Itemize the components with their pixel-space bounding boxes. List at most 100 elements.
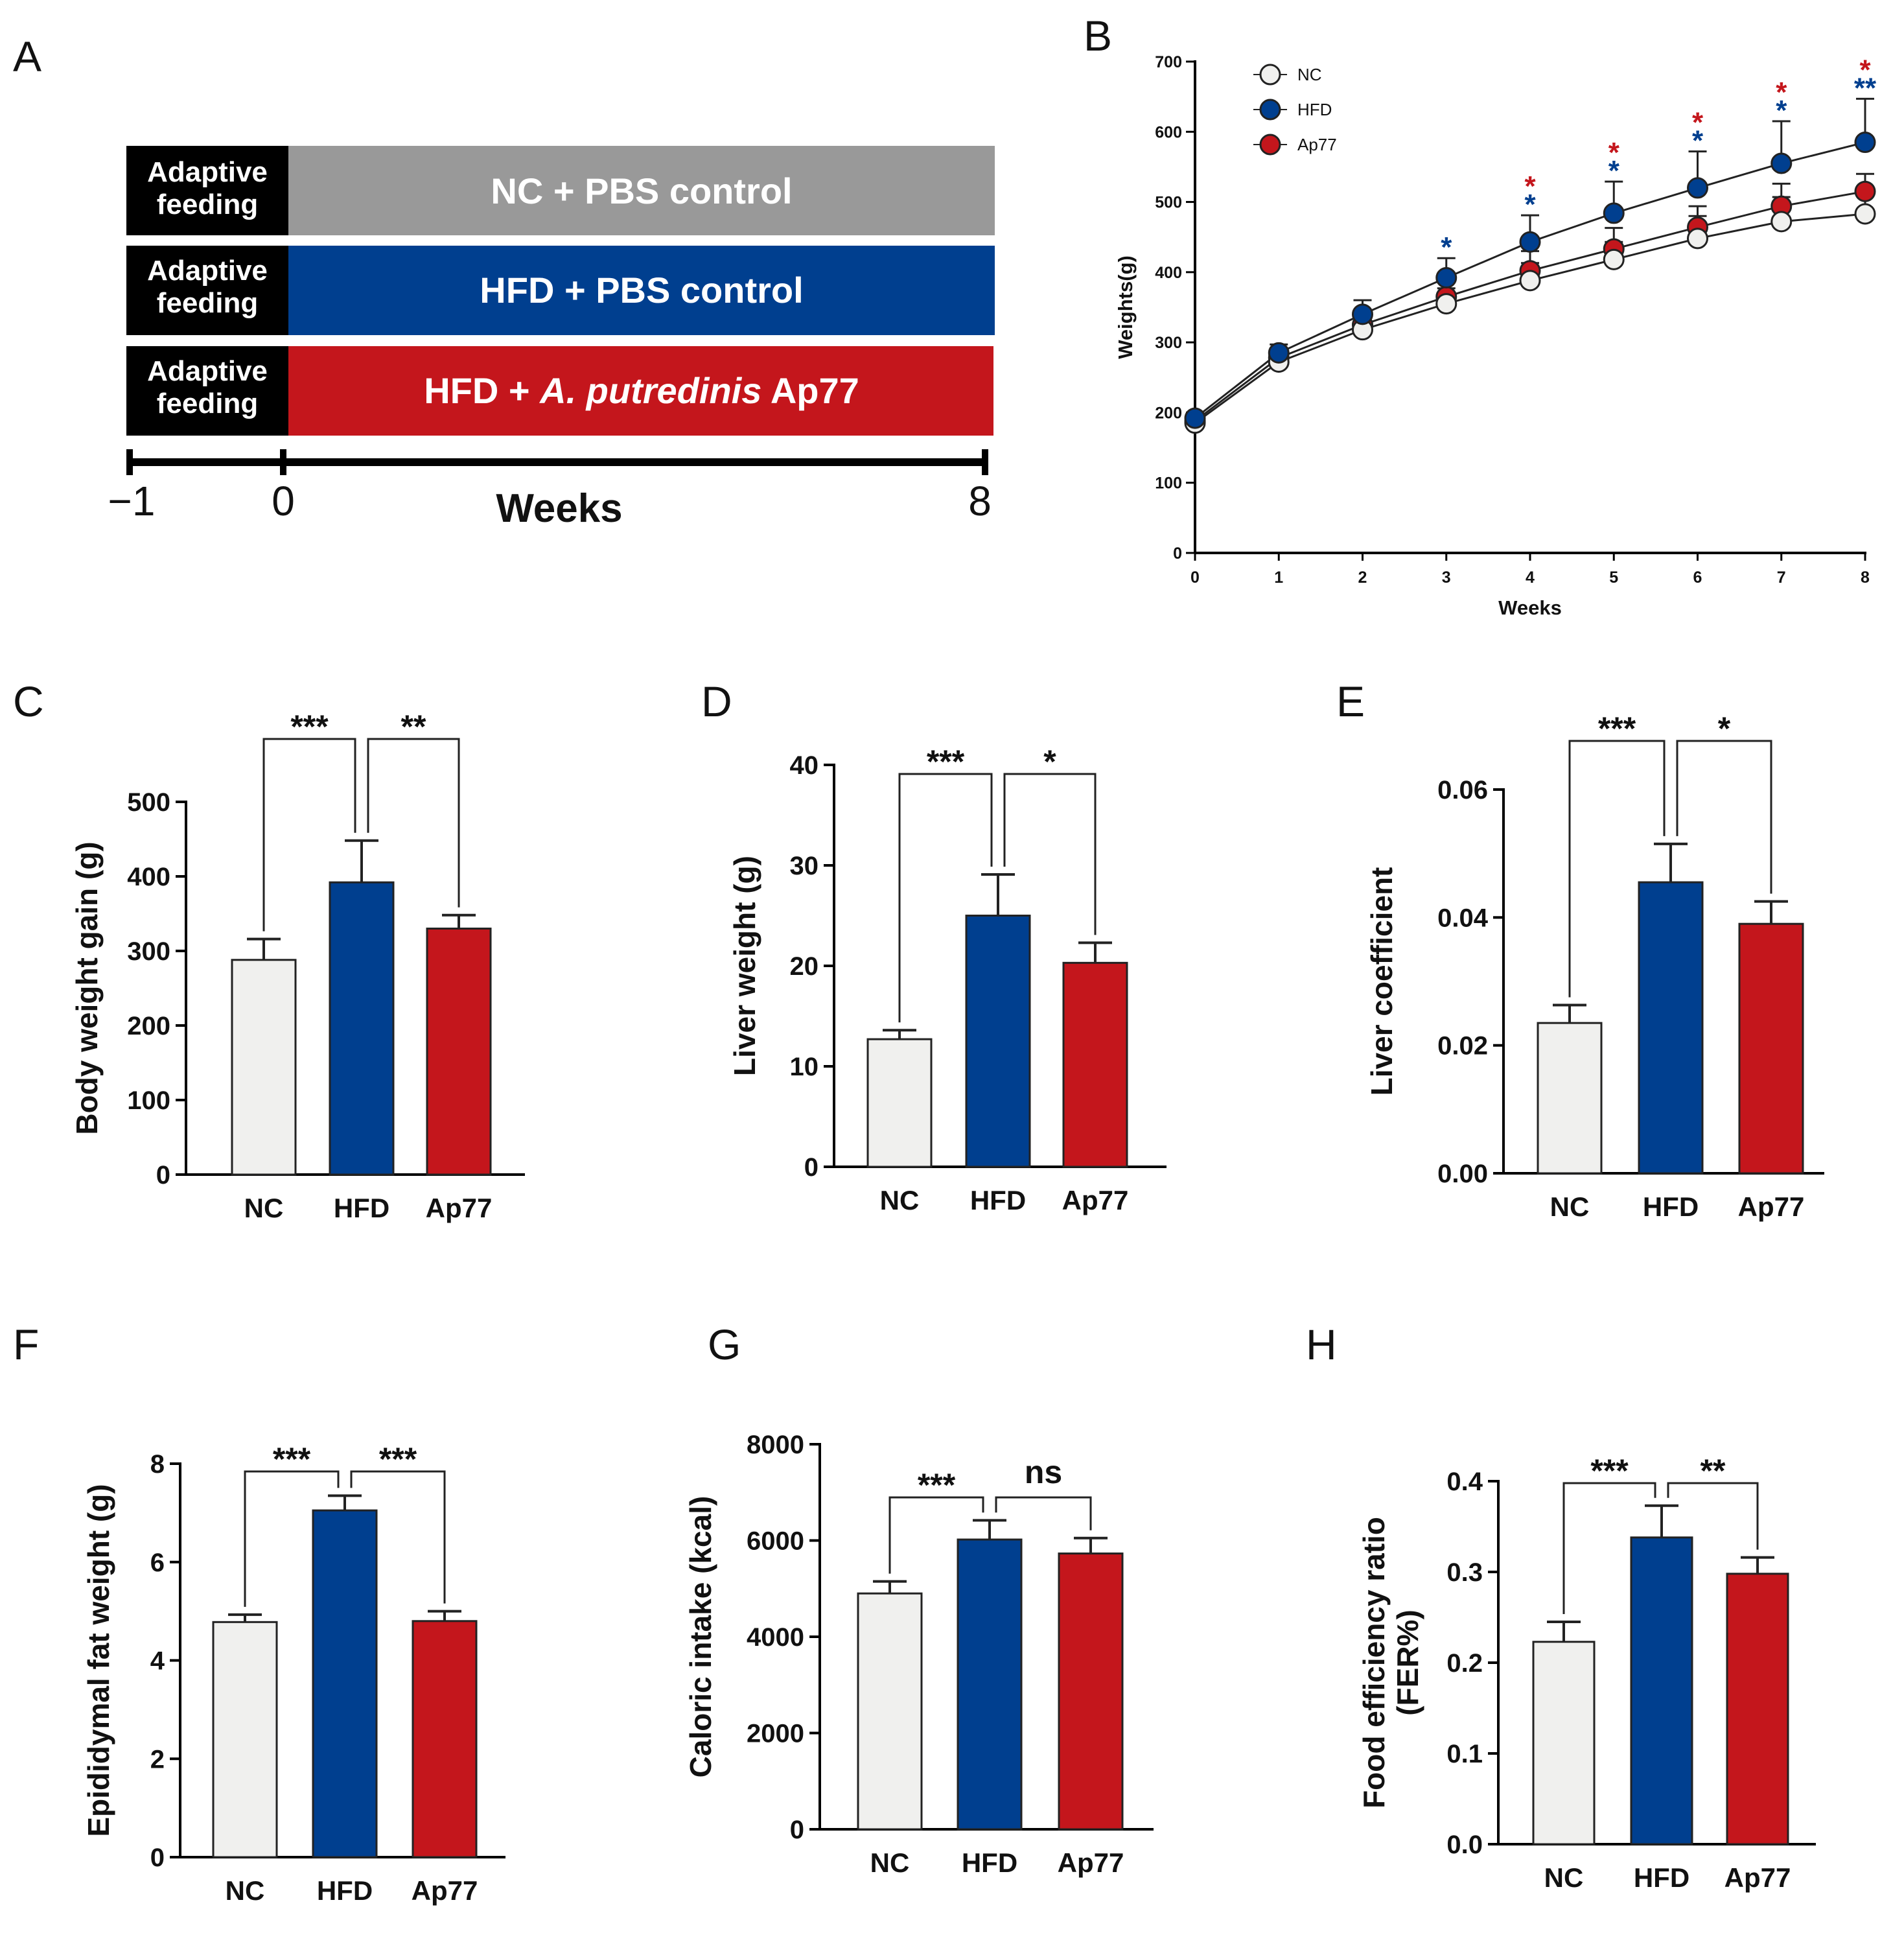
x-tick-label: 0 [1190, 568, 1200, 587]
panel-h-food-efficiency: H 0.0 0.1 0.2 0.3 0.4 NC HFD Ap77 Food efficiency… [1306, 1320, 1816, 1893]
panel-g-caloric-intake: G 0 2000 4000 6000 8000 NC HFD Ap77 Caloric intak… [684, 1320, 1154, 1878]
legend-marker [1259, 99, 1281, 121]
significance-label: * [1043, 744, 1056, 780]
significance-bracket [1568, 740, 1666, 998]
y-tick-label: 8 [150, 1450, 165, 1479]
panel-b-weight-curve: B 0 100 200 300 400 500 600 700 0 1 2 3 4 5 6 7 8 Weeks Wei… [1084, 12, 1877, 619]
y-tick-label: 400 [1155, 264, 1182, 282]
panel-label: F [13, 1320, 39, 1368]
adaptive-feeding-label: feeding [157, 189, 258, 220]
significance-hfd-vs-nc: * [1524, 189, 1536, 220]
nc-treatment-bar [288, 146, 995, 235]
panel-f-epididymal-fat: F 0 2 4 6 8 NC HFD Ap77 Epididymal fat weight (g)… [13, 1320, 505, 1906]
y-tick-label: 100 [127, 1086, 170, 1115]
y-tick-label: 300 [127, 937, 170, 966]
panel-label: G [708, 1320, 741, 1368]
data-point-nc [1687, 228, 1708, 250]
category-label: HFD [1643, 1191, 1699, 1222]
significance-label: * [1718, 710, 1731, 747]
significance-bracket [1562, 1482, 1656, 1614]
bar-ap77 [426, 928, 492, 1176]
panel-label: A [13, 32, 41, 80]
significance-ap77-vs-hfd: * [1524, 170, 1536, 202]
significance-bracket [1667, 1482, 1759, 1550]
y-tick-label: 500 [127, 788, 170, 817]
x-tick-label: 4 [1526, 568, 1535, 587]
y-tick-label: 0.02 [1437, 1032, 1488, 1060]
y-tick-label: 6 [150, 1549, 165, 1577]
bar-nc [212, 1621, 278, 1858]
significance-label: *** [273, 1441, 311, 1477]
panel-label: B [1084, 12, 1112, 60]
y-tick-label: 100 [1155, 474, 1182, 493]
y-tick-label: 4000 [747, 1623, 804, 1652]
y-tick-label: 2000 [747, 1720, 804, 1748]
significance-label: ** [401, 709, 426, 745]
significance-bracket [244, 1470, 340, 1607]
y-tick-label: 0.06 [1437, 776, 1488, 804]
y-tick-label: 8000 [747, 1431, 804, 1459]
category-label: Ap77 [412, 1875, 478, 1906]
scheme-row-nc: Adaptive feeding NC + PBS control [126, 146, 995, 235]
y-tick-label: 4 [150, 1647, 165, 1676]
bar-ap77 [1738, 922, 1804, 1175]
treatment-label-species: A. putredinis [539, 370, 761, 411]
significance-bracket [898, 773, 993, 1023]
bar-nc [1537, 1022, 1603, 1175]
panel-a-scheme: A Adaptive feeding NC + PBS control Adap… [13, 32, 995, 531]
significance-ap77-vs-hfd: * [1608, 137, 1620, 169]
y-tick-label: 20 [790, 952, 819, 981]
significance-hfd-vs-nc: * [1692, 125, 1704, 157]
data-point-hfd [1435, 267, 1457, 289]
significance-bracket [367, 738, 460, 908]
legend-marker [1259, 134, 1281, 156]
significance-bracket [262, 738, 356, 931]
category-label: NC [1544, 1862, 1584, 1893]
data-point-nc [1770, 211, 1793, 233]
adaptive-feeding-label: feeding [157, 287, 258, 319]
treatment-label-pre: NC + PBS control [491, 170, 792, 211]
bar-hfd [965, 915, 1031, 1168]
x-axis-label: Weeks [1498, 596, 1562, 619]
x-tick-label: 8 [1861, 568, 1870, 587]
timeline-tick-label: 0 [272, 478, 295, 524]
y-tick-label: 2 [150, 1745, 165, 1774]
significance-ap77-vs-hfd: * [1776, 76, 1787, 108]
category-label: NC [244, 1193, 284, 1223]
y-tick-label: 30 [790, 852, 819, 880]
y-tick-label: 0.0 [1446, 1831, 1483, 1859]
y-axis-label: Body weight gain (g) [70, 841, 104, 1134]
x-tick-label: 1 [1274, 568, 1283, 587]
category-label: NC [226, 1875, 265, 1906]
y-tick-label: 0.4 [1446, 1468, 1483, 1496]
category-label: Ap77 [1738, 1191, 1805, 1222]
data-point-nc [1435, 293, 1457, 315]
x-tick-label: 6 [1693, 568, 1702, 587]
y-tick-label: 400 [127, 863, 170, 891]
legend-label: HFD [1297, 100, 1332, 119]
category-label: Ap77 [1058, 1847, 1124, 1878]
x-tick-label: 3 [1442, 568, 1451, 587]
category-label: NC [880, 1185, 920, 1215]
significance-hfd-vs-nc: * [1608, 155, 1620, 187]
significance-ap77-vs-hfd: * [1859, 54, 1871, 86]
significance-bracket [888, 1496, 984, 1574]
significance-bracket [1676, 740, 1772, 894]
y-tick-label: 0 [790, 1816, 804, 1844]
significance-bracket [1003, 773, 1097, 935]
bar-ap77 [412, 1620, 478, 1858]
y-axis-label: Caloric intake (kcal) [684, 1496, 717, 1778]
data-point-hfd [1268, 342, 1290, 364]
category-label: Ap77 [426, 1193, 493, 1223]
category-label: HFD [970, 1185, 1026, 1215]
bar-hfd [329, 881, 395, 1176]
treatment-label: HFD + A. putredinis Ap77 [424, 370, 859, 411]
bar-ap77 [1726, 1573, 1789, 1845]
data-point-nc [1854, 203, 1876, 225]
y-tick-label: 0.04 [1437, 904, 1489, 932]
timeline-tick-label: 8 [968, 478, 992, 524]
panel-c-body-weight-gain: C 0 100 200 300 400 500 NC HFD Ap77 Body weight ga… [13, 677, 525, 1223]
y-tick-label: 0.3 [1446, 1558, 1483, 1587]
